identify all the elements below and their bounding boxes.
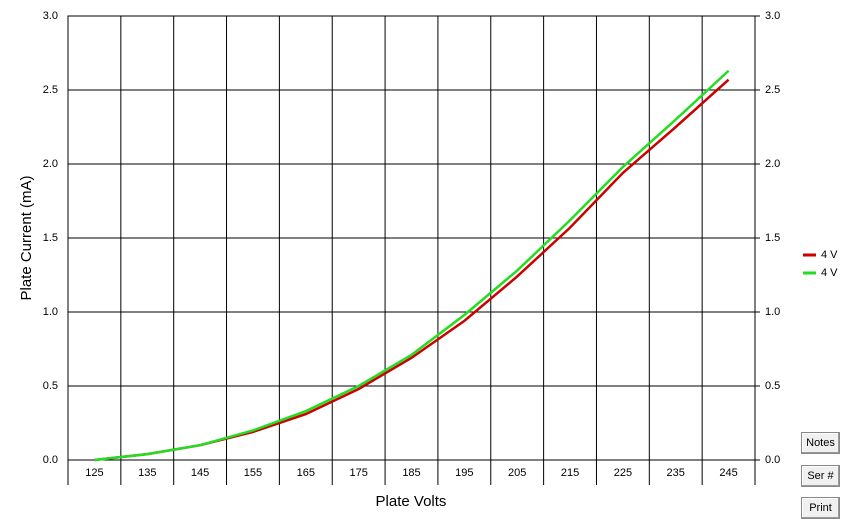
y-tick-label: 1.0 xyxy=(43,306,58,318)
series-line xyxy=(94,69,730,462)
x-tick-label: 235 xyxy=(667,467,685,479)
plot-frame xyxy=(67,15,756,461)
y2-tick-label: 2.5 xyxy=(765,84,780,96)
serial-button[interactable]: Ser # xyxy=(801,465,840,487)
y2-tick-label: 3.0 xyxy=(765,10,780,22)
notes-button[interactable]: Notes xyxy=(801,432,840,454)
y2-tick-label: 1.5 xyxy=(765,232,780,244)
y-tick-label: 3.0 xyxy=(43,10,58,22)
x-axis-title: Plate Volts xyxy=(376,493,447,510)
series-line xyxy=(94,78,730,462)
legend-label: 4 V xyxy=(821,267,838,279)
x-tick-label: 205 xyxy=(508,467,526,479)
y2-tick-label: 1.0 xyxy=(765,306,780,318)
x-tick-label: 135 xyxy=(138,467,156,479)
x-tick-label: 245 xyxy=(719,467,737,479)
y2-tick-label: 0.5 xyxy=(765,380,780,392)
x-tick-label: 225 xyxy=(614,467,632,479)
y2-tick-label: 2.0 xyxy=(765,158,780,170)
x-tick-label: 145 xyxy=(191,467,209,479)
x-tick-label: 155 xyxy=(244,467,262,479)
y-tick-label: 0.5 xyxy=(43,380,58,392)
y2-tick-label: 0.0 xyxy=(765,454,780,466)
print-button[interactable]: Print xyxy=(801,497,840,519)
y-tick-label: 2.5 xyxy=(43,84,58,96)
legend-label: 4 V xyxy=(821,249,838,261)
x-tick-label: 175 xyxy=(349,467,367,479)
x-tick-label: 215 xyxy=(561,467,579,479)
x-tick-label: 165 xyxy=(297,467,315,479)
y-tick-label: 1.5 xyxy=(43,232,58,244)
y-axis-title: Plate Current (mA) xyxy=(18,175,35,300)
x-tick-label: 195 xyxy=(455,467,473,479)
y-tick-label: 2.0 xyxy=(43,158,58,170)
y-tick-label: 0.0 xyxy=(43,454,58,466)
x-tick-label: 185 xyxy=(402,467,420,479)
x-tick-label: 125 xyxy=(85,467,103,479)
